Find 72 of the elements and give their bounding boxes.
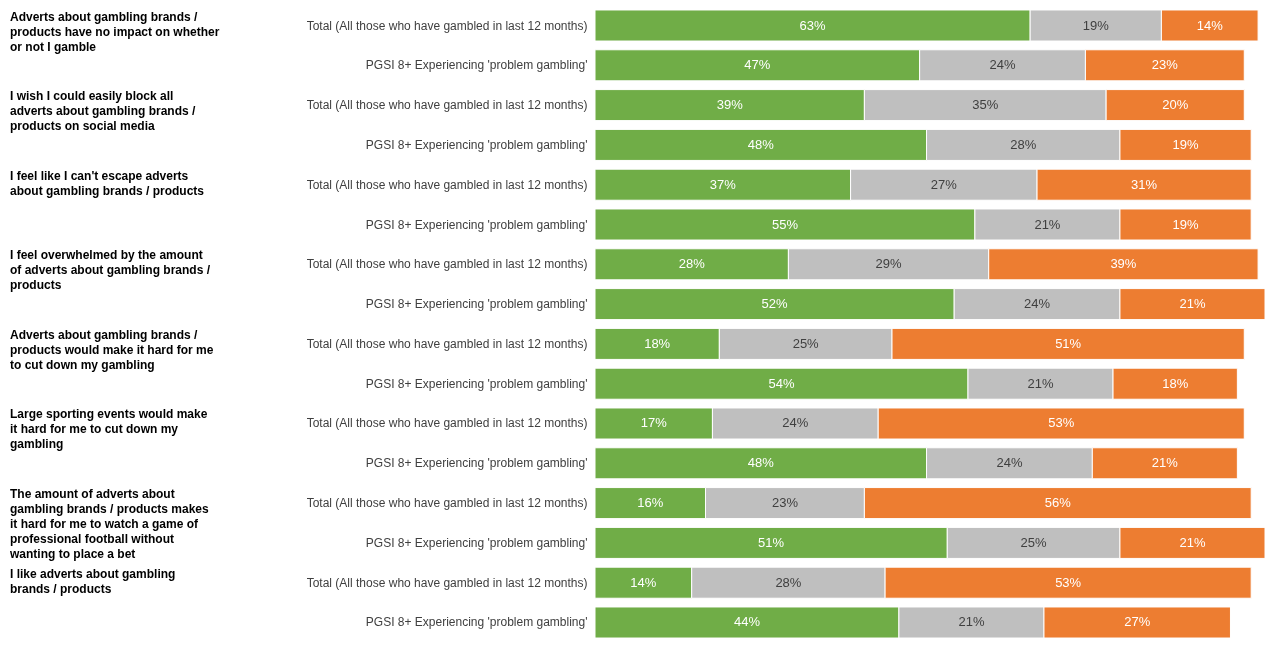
data-label: 19% bbox=[1172, 136, 1200, 152]
data-label: 19% bbox=[1082, 17, 1110, 33]
data-label: 28% bbox=[775, 574, 802, 590]
data-label: 48% bbox=[747, 455, 775, 471]
data-label: 18% bbox=[1162, 375, 1189, 391]
data-label: 28% bbox=[1010, 136, 1037, 152]
data-label: 53% bbox=[1055, 574, 1082, 590]
y-tick-label: PGSI 8+ Experiencing 'problem gambling' bbox=[365, 58, 588, 73]
data-label: 29% bbox=[875, 256, 902, 272]
data-label: 27% bbox=[930, 176, 958, 192]
y-tick-label: Total (All those who have gambled in last 12 months) bbox=[306, 416, 588, 431]
text: The amount of adverts about gambling brands / products makes it hard for me to watch a game of professional football without wanting to place a bet bbox=[9, 487, 210, 562]
text: I feel overwhelmed by the amount of adverts about gambling brands / products bbox=[10, 248, 211, 293]
data-label: 47% bbox=[744, 57, 771, 73]
data-label: 24% bbox=[996, 455, 1023, 471]
y-tick-label: PGSI 8+ Experiencing 'problem gambling' bbox=[365, 217, 588, 232]
data-label: 27% bbox=[1124, 614, 1151, 630]
data-label: 56% bbox=[1044, 495, 1072, 511]
text: Adverts about gambling brands / products would make it hard for me to cut down my gambling bbox=[10, 327, 214, 372]
data-label: 17% bbox=[640, 415, 668, 431]
y-tick-label: Total (All those who have gambled in last 12 months) bbox=[306, 177, 588, 192]
data-label: 28% bbox=[678, 256, 706, 272]
data-label: 53% bbox=[1048, 415, 1075, 431]
y-tick-label: PGSI 8+ Experiencing 'problem gambling' bbox=[365, 137, 588, 152]
data-label: 18% bbox=[644, 335, 671, 351]
data-label: 39% bbox=[716, 97, 744, 113]
data-label: 19% bbox=[1172, 216, 1200, 232]
data-label: 48% bbox=[747, 136, 775, 152]
data-label: 51% bbox=[758, 534, 785, 550]
data-label: 23% bbox=[1151, 57, 1179, 73]
data-label: 16% bbox=[637, 495, 664, 511]
text: Adverts about gambling brands / products have no impact on whether or not I gamble bbox=[10, 9, 220, 54]
data-label: 21% bbox=[1179, 296, 1206, 312]
data-label: 55% bbox=[771, 216, 799, 232]
text: I like adverts about gambling brands / products bbox=[10, 566, 176, 596]
data-label: 20% bbox=[1162, 97, 1189, 113]
data-label: 54% bbox=[768, 375, 795, 391]
data-label: 37% bbox=[709, 176, 737, 192]
data-label: 25% bbox=[1020, 534, 1048, 550]
y-tick-label: Total (All those who have gambled in last 12 months) bbox=[306, 18, 588, 33]
text: I feel like I can't escape adverts about gambling brands / products bbox=[10, 168, 205, 198]
data-label: 63% bbox=[799, 17, 827, 33]
data-label: 44% bbox=[733, 614, 761, 630]
data-label: 23% bbox=[771, 495, 799, 511]
y-tick-label: PGSI 8+ Experiencing 'problem gambling' bbox=[365, 376, 588, 391]
data-label: 21% bbox=[1034, 216, 1061, 232]
data-label: 14% bbox=[1196, 17, 1224, 33]
y-tick-label: PGSI 8+ Experiencing 'problem gambling' bbox=[365, 535, 588, 550]
y-tick-label: PGSI 8+ Experiencing 'problem gambling' bbox=[365, 456, 588, 471]
y-tick-label: Total (All those who have gambled in last 12 months) bbox=[306, 98, 588, 113]
y-tick-label: PGSI 8+ Experiencing 'problem gambling' bbox=[365, 297, 588, 312]
y-tick-label: Total (All those who have gambled in last 12 months) bbox=[306, 496, 588, 511]
text: I wish I could easily block all adverts about gambling brands / products on social media bbox=[10, 89, 197, 134]
y-tick-label: PGSI 8+ Experiencing 'problem gambling' bbox=[365, 615, 588, 630]
y-tick-label: Total (All those who have gambled in last 12 months) bbox=[306, 257, 588, 272]
data-label: 51% bbox=[1055, 335, 1082, 351]
y-tick-label: Total (All those who have gambled in last 12 months) bbox=[306, 575, 588, 590]
data-label: 25% bbox=[792, 335, 820, 351]
y-tick-label: Total (All those who have gambled in last 12 months) bbox=[306, 336, 588, 351]
data-label: 24% bbox=[1024, 296, 1051, 312]
data-label: 21% bbox=[1179, 534, 1206, 550]
data-label: 21% bbox=[958, 614, 985, 630]
data-label: 39% bbox=[1110, 256, 1137, 272]
data-label: 35% bbox=[972, 97, 999, 113]
data-label: 52% bbox=[761, 296, 789, 312]
data-label: 24% bbox=[782, 415, 809, 431]
data-label: 21% bbox=[1151, 455, 1179, 471]
data-label: 21% bbox=[1027, 375, 1054, 391]
text: Large sporting events would make it hard for me to cut down my gambling bbox=[10, 407, 208, 452]
data-label: 14% bbox=[630, 574, 657, 590]
data-label: 24% bbox=[989, 57, 1016, 73]
data-label: 31% bbox=[1131, 176, 1158, 192]
